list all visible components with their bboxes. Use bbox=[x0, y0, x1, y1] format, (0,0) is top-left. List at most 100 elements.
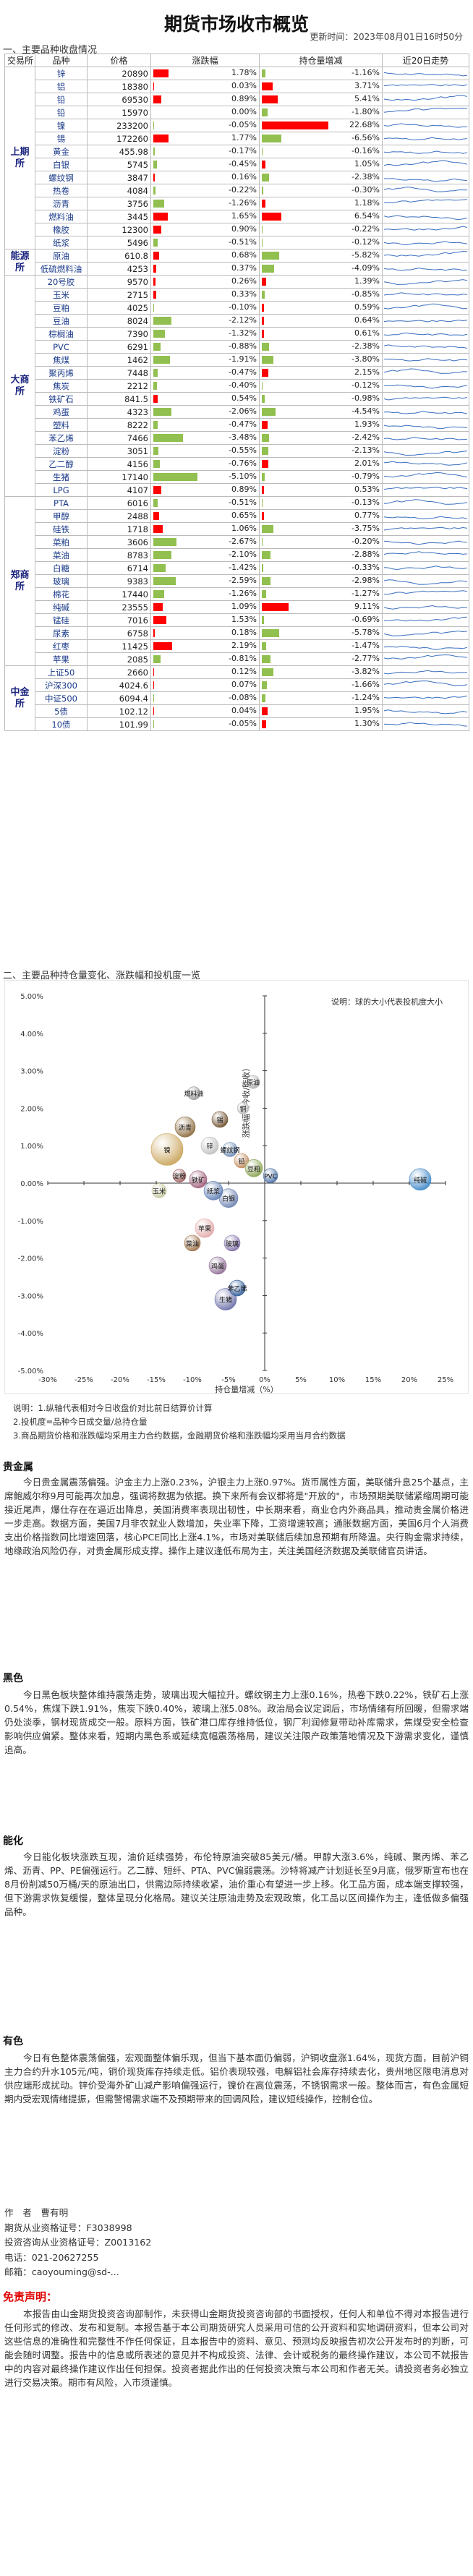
change-value: 0.89% bbox=[231, 94, 257, 103]
trend-sparkline bbox=[384, 540, 467, 545]
oi-cell: -0.20% bbox=[259, 535, 383, 549]
trend-cell bbox=[382, 210, 469, 223]
trend-cell bbox=[382, 275, 469, 289]
item-cell: 燃料油 bbox=[35, 210, 88, 223]
trend-cell bbox=[382, 626, 469, 640]
oi-bar bbox=[262, 395, 265, 403]
change-value: -2.10% bbox=[229, 550, 257, 559]
change-value: 1.53% bbox=[231, 615, 257, 624]
trend-sparkline bbox=[384, 425, 467, 430]
price-cell: 3756 bbox=[87, 197, 151, 210]
price-cell: 2660 bbox=[87, 665, 151, 679]
change-cell: -0.76% bbox=[150, 457, 260, 471]
change-value: -0.10% bbox=[229, 302, 257, 312]
change-value: 0.89% bbox=[231, 485, 257, 494]
item-cell: 铅 bbox=[35, 93, 88, 106]
oi-value: 0.61% bbox=[354, 328, 380, 338]
oi-cell: 2.01% bbox=[259, 457, 383, 471]
trend-sparkline bbox=[384, 215, 467, 221]
item-cell: 铁矿石 bbox=[35, 392, 88, 406]
oi-cell: -0.12% bbox=[259, 236, 383, 250]
oi-bar bbox=[262, 720, 266, 728]
price-cell: 3847 bbox=[87, 171, 151, 184]
trend-sparkline bbox=[384, 160, 467, 166]
change-bar bbox=[153, 356, 170, 364]
table-row: 锡 172260 1.77% -6.56% bbox=[5, 132, 469, 145]
table-row: 菜油 8783 -2.10% -2.88% bbox=[5, 548, 469, 562]
y-tick-label: -1.00% bbox=[18, 1218, 43, 1226]
table-row: 螺纹钢 3847 0.16% -2.38% bbox=[5, 171, 469, 184]
price-cell: 4024.6 bbox=[87, 678, 151, 692]
change-cell: -0.05% bbox=[150, 119, 260, 132]
change-value: -3.48% bbox=[229, 432, 257, 442]
oi-cell: -3.80% bbox=[259, 353, 383, 367]
trend-cell bbox=[382, 574, 469, 588]
oi-bar bbox=[262, 108, 268, 116]
item-cell: 镍 bbox=[35, 119, 88, 132]
trend-cell bbox=[382, 678, 469, 692]
change-value: -0.47% bbox=[229, 419, 257, 429]
price-cell: 17440 bbox=[87, 587, 151, 601]
price-cell: 4156 bbox=[87, 457, 151, 471]
price-cell: 2212 bbox=[87, 379, 151, 393]
oi-bar bbox=[262, 213, 281, 221]
change-cell: 0.89% bbox=[150, 483, 260, 497]
table-row: 豆油 8024 -2.12% 0.64% bbox=[5, 314, 469, 328]
price-cell: 1462 bbox=[87, 353, 151, 367]
bubble-玻璃 bbox=[223, 1234, 241, 1252]
bubble-label: 沥青 bbox=[179, 1123, 192, 1132]
trend-cell bbox=[382, 327, 469, 341]
price-cell: 5496 bbox=[87, 236, 151, 250]
oi-value: 1.18% bbox=[354, 198, 380, 208]
price-cell: 20890 bbox=[87, 67, 151, 80]
oi-bar bbox=[262, 135, 281, 142]
bubble-螺纹钢 bbox=[222, 1142, 238, 1157]
bubble-label: 豆粕 bbox=[247, 1164, 260, 1173]
change-bar bbox=[153, 434, 184, 442]
bubble-沥青 bbox=[174, 1117, 196, 1138]
oi-bar bbox=[262, 694, 266, 702]
oi-value: 1.95% bbox=[354, 706, 380, 715]
change-cell: -2.59% bbox=[150, 574, 260, 588]
author-line: 期货从业资格证号：F3038998 bbox=[4, 2222, 132, 2233]
exchange-cell: 上期所 bbox=[4, 67, 35, 250]
item-cell: 黄金 bbox=[35, 145, 88, 158]
oi-value: -3.82% bbox=[351, 667, 380, 676]
item-cell: 纯碱 bbox=[35, 600, 88, 614]
oi-cell: 0.64% bbox=[259, 314, 383, 328]
table-row: 铝 18380 0.03% 3.71% bbox=[5, 80, 469, 93]
oi-cell: -6.56% bbox=[259, 132, 383, 145]
x-tick-label: -15% bbox=[147, 1376, 166, 1384]
bubble-PVC bbox=[263, 1168, 278, 1183]
y-axis-label: 涨跌幅（今收/昨收） bbox=[241, 1064, 251, 1138]
trend-cell bbox=[382, 704, 469, 718]
item-cell: 焦炭 bbox=[35, 379, 88, 393]
trend-cell bbox=[382, 444, 469, 458]
change-cell: -1.26% bbox=[150, 587, 260, 601]
change-cell: 0.65% bbox=[150, 509, 260, 523]
price-cell: 8024 bbox=[87, 314, 151, 328]
change-cell: -0.51% bbox=[150, 236, 260, 250]
oi-value: -3.75% bbox=[351, 524, 380, 533]
oi-cell: 6.54% bbox=[259, 210, 383, 223]
oi-bar bbox=[262, 252, 279, 260]
item-cell: 苯乙烯 bbox=[35, 431, 88, 445]
table-row: 纯碱 23555 1.09% 9.11% bbox=[5, 600, 469, 614]
oi-value: 0.59% bbox=[354, 302, 380, 312]
bubble-label: 苹果 bbox=[198, 1224, 211, 1233]
item-cell: 10债 bbox=[35, 717, 88, 731]
price-cell: 6758 bbox=[87, 626, 151, 640]
table-row: 棉花 17440 -1.26% -1.27% bbox=[5, 587, 469, 601]
oi-cell: -0.16% bbox=[259, 145, 383, 158]
change-cell: -0.47% bbox=[150, 418, 260, 432]
change-bar bbox=[153, 577, 176, 585]
change-cell: 0.54% bbox=[150, 392, 260, 406]
note-line: 2.投机度=品种今日成交量/总持仓量 bbox=[13, 1417, 148, 1427]
change-cell: -3.48% bbox=[150, 431, 260, 445]
trend-cell bbox=[382, 288, 469, 302]
bubble-label: 锌 bbox=[206, 1142, 213, 1151]
table-row: 沪深300 4024.6 0.07% -1.66% bbox=[5, 678, 469, 692]
trend-cell bbox=[382, 236, 469, 250]
price-cell: 11425 bbox=[87, 639, 151, 653]
change-bar bbox=[153, 486, 161, 494]
